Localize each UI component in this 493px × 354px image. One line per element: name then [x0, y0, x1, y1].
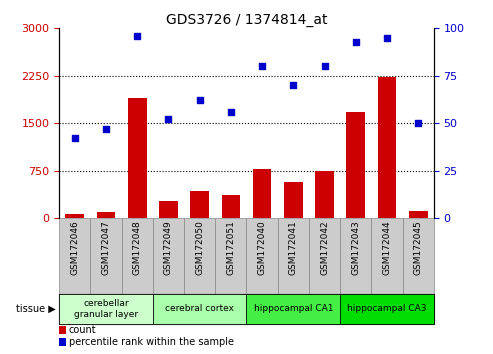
Bar	[128, 98, 146, 218]
Point	[383, 35, 391, 41]
Bar	[340, 218, 371, 294]
Bar	[153, 294, 246, 324]
Text: percentile rank within the sample: percentile rank within the sample	[69, 337, 234, 347]
Point	[352, 39, 360, 45]
Text: hippocampal CA3: hippocampal CA3	[347, 304, 427, 313]
Bar	[253, 169, 272, 218]
Bar	[340, 294, 434, 324]
Text: count: count	[69, 325, 96, 335]
Bar	[153, 218, 184, 294]
Bar	[246, 294, 340, 324]
Text: GSM172045: GSM172045	[414, 221, 423, 275]
Bar	[159, 201, 178, 218]
Bar	[246, 218, 278, 294]
Bar	[403, 218, 434, 294]
Text: GSM172043: GSM172043	[352, 221, 360, 275]
Bar	[184, 218, 215, 294]
Bar	[309, 218, 340, 294]
Bar	[409, 211, 427, 218]
Bar	[122, 218, 153, 294]
Bar	[371, 218, 403, 294]
Text: GSM172040: GSM172040	[258, 221, 267, 275]
Point	[196, 98, 204, 103]
Bar	[215, 218, 246, 294]
Bar	[66, 215, 84, 218]
Text: cerebellar
granular layer: cerebellar granular layer	[74, 299, 138, 319]
Text: GSM172049: GSM172049	[164, 221, 173, 275]
Bar	[59, 294, 153, 324]
Bar	[378, 77, 396, 218]
Point	[133, 33, 141, 39]
Text: GSM172042: GSM172042	[320, 221, 329, 275]
Bar	[59, 326, 66, 334]
Bar	[315, 171, 334, 218]
Bar	[90, 218, 122, 294]
Bar	[278, 218, 309, 294]
Text: GSM172041: GSM172041	[289, 221, 298, 275]
Text: GSM172047: GSM172047	[102, 221, 110, 275]
Point	[165, 116, 173, 122]
Point	[320, 63, 328, 69]
Point	[227, 109, 235, 115]
Point	[414, 120, 422, 126]
Bar	[221, 195, 240, 218]
Text: GSM172051: GSM172051	[226, 221, 235, 275]
Point	[71, 136, 79, 141]
Text: GSM172046: GSM172046	[70, 221, 79, 275]
Text: GSM172044: GSM172044	[383, 221, 391, 275]
Bar	[284, 182, 303, 218]
Bar	[347, 112, 365, 218]
Text: cerebral cortex: cerebral cortex	[165, 304, 234, 313]
Text: tissue ▶: tissue ▶	[16, 304, 56, 314]
Title: GDS3726 / 1374814_at: GDS3726 / 1374814_at	[166, 13, 327, 27]
Text: GSM172048: GSM172048	[133, 221, 141, 275]
Point	[258, 63, 266, 69]
Text: hippocampal CA1: hippocampal CA1	[253, 304, 333, 313]
Bar	[190, 191, 209, 218]
Bar	[97, 212, 115, 218]
Point	[102, 126, 110, 132]
Point	[289, 82, 297, 88]
Text: GSM172050: GSM172050	[195, 221, 204, 275]
Bar	[59, 338, 66, 346]
Bar	[59, 218, 90, 294]
